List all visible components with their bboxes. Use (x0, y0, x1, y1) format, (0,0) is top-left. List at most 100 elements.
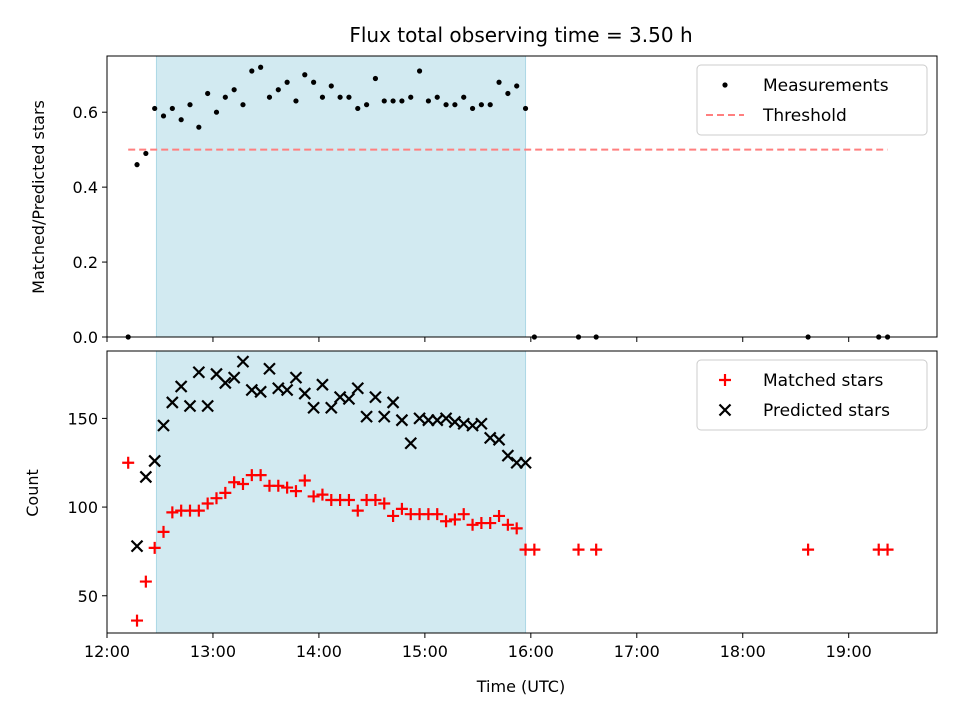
predicted-star-point (501, 449, 515, 462)
x-tick-label: 18:00 (720, 642, 766, 661)
measurement-point (452, 102, 458, 108)
measurement-point (284, 79, 290, 85)
measurement-point (196, 124, 202, 130)
measurement-point (478, 102, 484, 108)
matched-star-point (510, 522, 523, 535)
predicted-star-point (342, 392, 356, 406)
matched-star-point (157, 525, 170, 538)
matched-star-point (148, 541, 161, 554)
matched-star-point (192, 504, 205, 517)
predicted-star-point (139, 470, 153, 484)
measurement-point (143, 150, 149, 157)
measurement-point (496, 79, 502, 85)
top-y-axis-title: Matched/Predicted stars (29, 100, 48, 294)
matched-star-point (431, 508, 444, 521)
matched-star-point (281, 481, 294, 494)
y-tick-label: 150 (67, 409, 98, 428)
measurement-point (399, 98, 405, 104)
predicted-star-point (219, 376, 232, 390)
legend-box (696, 359, 928, 431)
measurement-point (469, 105, 476, 112)
bottom-axes: 12:00 13:00 14:00 15:00 16:00 17:00 18:00 19:00… (67, 350, 938, 661)
y-tick-label: 0.4 (73, 178, 98, 197)
predicted-star-point (166, 396, 179, 409)
measurement-point (275, 87, 281, 93)
legend-plus-marker (719, 374, 731, 386)
matched-star-point (590, 543, 603, 556)
measurement-point (514, 83, 520, 89)
y-tick-label: 0.0 (73, 328, 98, 347)
measurement-point (416, 68, 423, 74)
x-tick-label: 16:00 (508, 642, 554, 661)
predicted-star-point (148, 454, 161, 468)
matched-star-point (316, 488, 329, 501)
predicted-star-point (519, 456, 532, 470)
predicted-star-point (377, 410, 391, 423)
legend-label: Measurements (763, 76, 889, 96)
predicted-star-point (236, 355, 250, 368)
measurement-point (355, 105, 361, 112)
measurement-point (222, 94, 228, 100)
matched-star-point (228, 476, 241, 489)
x-tick-label: 13:00 (190, 642, 236, 661)
predicted-star-point (360, 410, 373, 423)
measurement-point (381, 98, 387, 104)
measurement-point (311, 79, 317, 85)
measurement-point (319, 94, 326, 100)
predicted-star-point (395, 413, 409, 427)
chart-title: Flux total observing time = 3.50 h (349, 23, 692, 47)
y-tick-label: 0.2 (73, 253, 98, 272)
measurement-point (443, 102, 449, 108)
matched-star-point (493, 509, 506, 522)
measurement-point (169, 105, 175, 112)
matched-star-point (369, 493, 382, 506)
predicted-star-point (227, 371, 241, 384)
matched-star-point (351, 504, 364, 517)
predicted-star-point (404, 436, 418, 450)
legend-x-marker (718, 403, 732, 417)
predicted-star-point (439, 412, 453, 425)
plot-frame (106, 350, 938, 634)
predicted-star-point (475, 417, 488, 430)
legend-label: Matched stars (763, 371, 883, 391)
predicted-star-point (307, 401, 320, 415)
matched-star-point (131, 614, 144, 627)
matched-star-point (440, 515, 453, 528)
x-tick-label: 15:00 (402, 642, 448, 661)
matched-star-point (395, 502, 408, 515)
predicted-star-point (316, 378, 329, 391)
predicted-star-point (289, 371, 303, 384)
matched-star-point (272, 479, 285, 492)
measurement-point (187, 102, 193, 108)
measurement-point (346, 94, 352, 100)
predicted-star-point (492, 433, 506, 446)
predicted-star-point (369, 390, 382, 404)
measurement-point (258, 64, 264, 70)
plot-frame (106, 55, 938, 338)
legend-label: Threshold (762, 106, 847, 126)
x-tick-label: 17:00 (614, 642, 660, 661)
predicted-star-point (280, 383, 294, 397)
predicted-star-point (157, 419, 170, 432)
measurement-point (160, 113, 167, 119)
measurement-point (178, 117, 184, 123)
measurement-point (293, 98, 299, 104)
matched-star-point (448, 513, 461, 526)
top-axes: 0.0 0.2 0.4 0.6 Measurements Threshold (73, 55, 938, 347)
x-tick-label: 19:00 (826, 642, 872, 661)
predicted-star-point (183, 399, 197, 413)
measurement-point (487, 102, 493, 108)
measurement-point (134, 162, 140, 168)
measurement-point (522, 105, 529, 112)
matched-star-point (166, 506, 179, 519)
matched-star-point (802, 543, 815, 556)
predicted-star-point (298, 387, 312, 400)
measurement-point (328, 83, 334, 89)
y-tick-label: 100 (67, 498, 98, 517)
legend-label: Predicted stars (763, 401, 890, 421)
matched-star-point (298, 474, 311, 487)
measurement-point (240, 102, 246, 108)
measurement-point (302, 72, 308, 78)
x-tick-label: 14:00 (296, 642, 342, 661)
